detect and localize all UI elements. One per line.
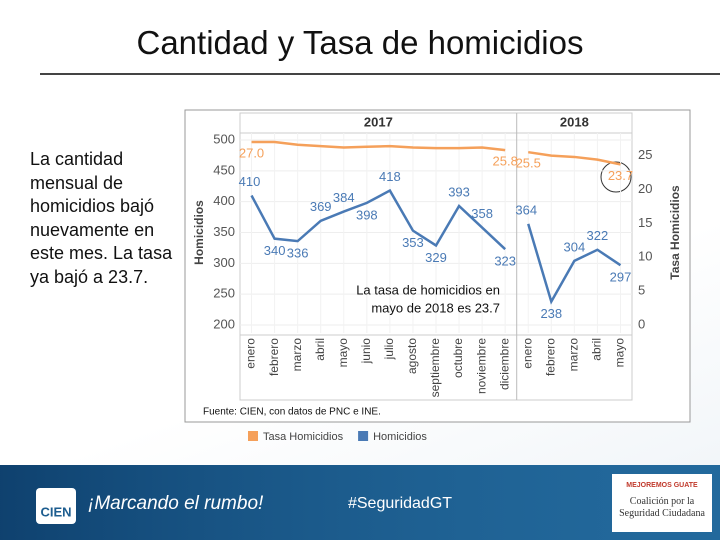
data-label: 238 [540, 306, 562, 321]
y-tick-label: 500 [213, 131, 235, 146]
x-tick-label: enero [520, 338, 534, 369]
data-label: 23.7 [608, 168, 633, 183]
data-label: 418 [379, 169, 401, 184]
x-tick-label: agosto [405, 338, 419, 374]
y2-tick-label: 20 [638, 181, 652, 196]
footer-shade [0, 465, 720, 540]
panel-title: 2018 [560, 114, 589, 129]
y2-tick-label: 15 [638, 215, 652, 230]
data-label: 353 [402, 235, 424, 250]
x-tick-label: septiembre [428, 338, 442, 398]
data-label: 329 [425, 250, 447, 265]
hashtag: #SeguridadGT [348, 495, 452, 512]
annotation: La tasa de homicidios en [356, 282, 500, 297]
y-tick-label: 300 [213, 255, 235, 270]
y-tick-label: 400 [213, 193, 235, 208]
panel-title: 2017 [364, 114, 393, 129]
brand: CIEN [40, 504, 71, 519]
data-label: 297 [610, 270, 632, 285]
data-label: 304 [564, 239, 586, 254]
data-label: 398 [356, 207, 378, 222]
slide-title: Cantidad y Tasa de homicidios [136, 24, 584, 61]
legend-label: Homicidios [373, 431, 427, 443]
series-line [528, 150, 621, 166]
partner-bottom-box: Coalición por la Seguridad Ciudadana [619, 496, 705, 519]
data-label: 364 [515, 202, 537, 217]
body-text: La cantidad mensual de homicidios bajó n… [30, 149, 173, 287]
data-label: 322 [587, 228, 609, 243]
x-tick-label: enero [244, 338, 258, 369]
partner-bottom: Coalición por la Seguridad Ciudadana [619, 496, 705, 519]
slogan: ¡Marcando el rumbo! [88, 493, 264, 514]
data-label: 340 [264, 243, 286, 258]
series-line [527, 223, 622, 305]
y-tick-label: 350 [213, 224, 235, 239]
brand-logo [36, 488, 76, 524]
data-label: 25.5 [516, 156, 541, 171]
data-label: 384 [333, 190, 355, 205]
plot-frame [239, 112, 633, 401]
x-tick-label: abril [590, 338, 604, 361]
x-tick-label: octubre [451, 338, 465, 378]
partner-top: MEJOREMOS GUATE [626, 482, 698, 489]
data-label: 25.8 [493, 154, 518, 169]
y2-axis-title: Tasa Homicidios [668, 185, 682, 280]
x-tick-label: febrero [543, 338, 557, 376]
legend-label: Tasa Homicidios [263, 431, 344, 443]
y-tick-label: 450 [213, 162, 235, 177]
data-label: 393 [448, 184, 470, 199]
x-tick-label: mayo [336, 338, 350, 368]
data-label: 410 [239, 174, 261, 189]
data-label: 358 [471, 206, 493, 221]
x-tick-label: marzo [290, 338, 304, 372]
data-label: 369 [310, 199, 332, 214]
data-label: 336 [287, 246, 309, 261]
partner-logo [612, 474, 712, 532]
x-tick-label: febrero [267, 338, 281, 376]
x-tick-label: marzo [567, 338, 581, 372]
series-line [251, 140, 506, 152]
y2-tick-label: 5 [638, 283, 645, 298]
x-tick-label: abril [313, 338, 327, 361]
y-axis-title: Homicidios [192, 200, 206, 265]
y2-tick-label: 25 [638, 147, 652, 162]
series-line [250, 188, 507, 251]
legend-swatch [248, 431, 258, 441]
y2-tick-label: 10 [638, 249, 652, 264]
highlight-circle [600, 161, 632, 193]
x-tick-label: junio [359, 338, 373, 365]
x-tick-label: julio [382, 338, 396, 361]
x-tick-label: diciembre [497, 338, 511, 390]
y2-tick-label: 0 [638, 316, 645, 331]
y-tick-label: 200 [213, 316, 235, 331]
y-tick-label: 250 [213, 286, 235, 301]
x-tick-label: mayo [613, 338, 627, 368]
data-label: 323 [494, 254, 516, 269]
x-tick-label: noviembre [474, 338, 488, 394]
legend-swatch [358, 431, 369, 441]
source: Fuente: CIEN, con datos de PNC e INE. [203, 407, 381, 418]
data-label: 27.0 [239, 145, 264, 160]
annotation: mayo de 2018 es 23.7 [371, 300, 500, 315]
